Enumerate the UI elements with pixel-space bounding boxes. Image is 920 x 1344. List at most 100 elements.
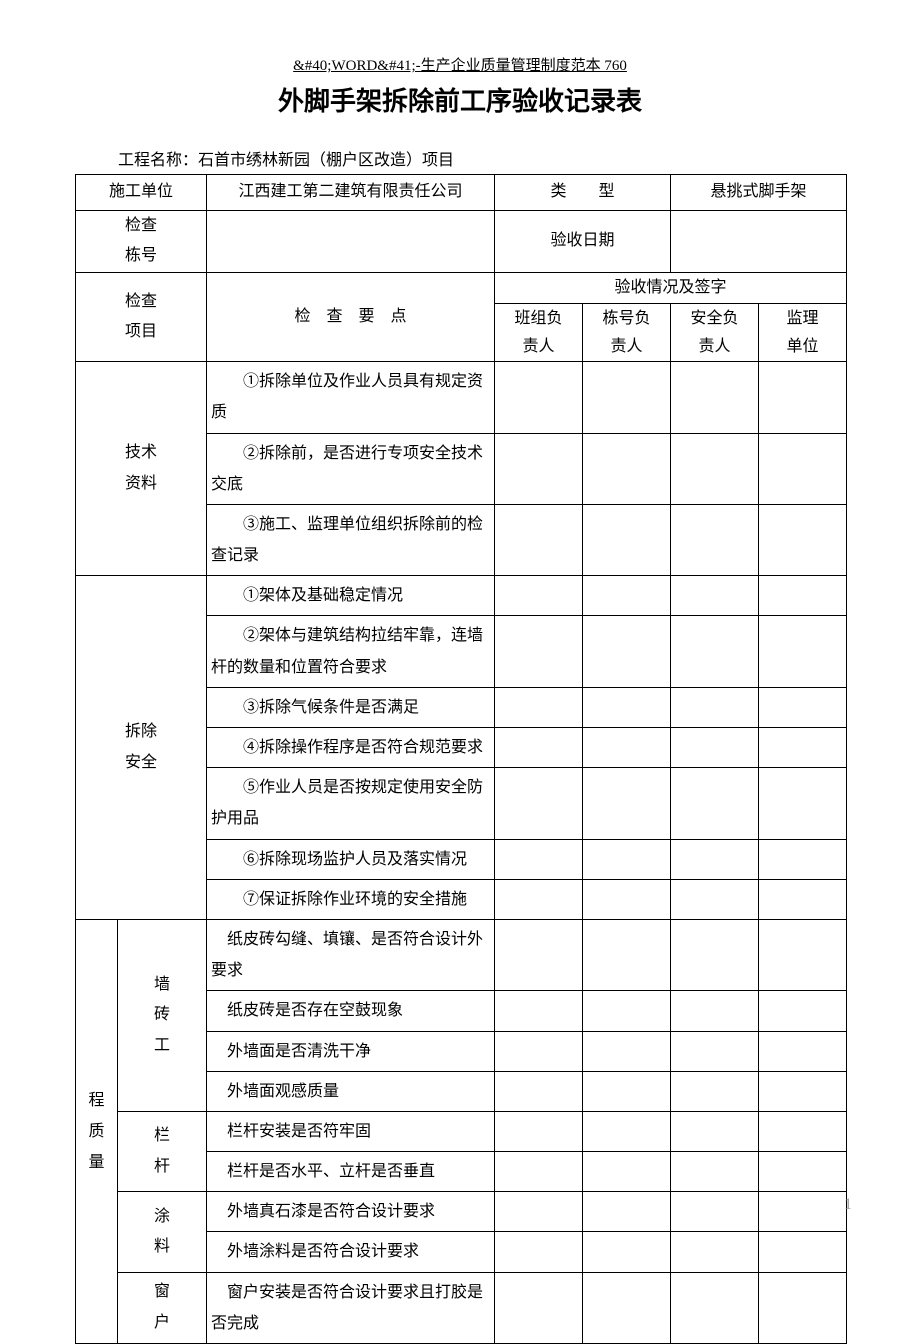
sig-cell bbox=[759, 728, 847, 768]
sig2-label: 栋号负 责人 bbox=[583, 304, 671, 362]
paint-label: 涂 料 bbox=[118, 1192, 207, 1272]
sig-cell bbox=[759, 687, 847, 727]
rail-label: 栏 杆 bbox=[118, 1111, 207, 1191]
sig-cell bbox=[671, 504, 759, 575]
check-item-label: 检查 项目 bbox=[76, 272, 207, 361]
removal-item-3: ③拆除气候条件是否满足 bbox=[207, 687, 495, 727]
removal-label: 拆除 安全 bbox=[76, 576, 207, 920]
sig-cell bbox=[759, 879, 847, 919]
sig-cell bbox=[583, 576, 671, 616]
removal-item-5: ⑤作业人员是否按规定使用安全防护用品 bbox=[207, 768, 495, 839]
sig-cell bbox=[583, 1031, 671, 1071]
removal-item-1: ①架体及基础稳定情况 bbox=[207, 576, 495, 616]
tech-item-2: ②拆除前，是否进行专项安全技术交底 bbox=[207, 433, 495, 504]
sig-cell bbox=[671, 728, 759, 768]
sig-cell bbox=[495, 1232, 583, 1272]
sig-cell bbox=[671, 1031, 759, 1071]
sig-cell bbox=[759, 433, 847, 504]
table-row: 检查 项目 检 查 要 点 验收情况及签字 bbox=[76, 272, 847, 303]
brick-item-1: 纸皮砖勾缝、填镶、是否符合设计外要求 bbox=[207, 919, 495, 990]
sig-cell bbox=[495, 1192, 583, 1232]
sig4-label: 监理 单位 bbox=[759, 304, 847, 362]
sig-cell bbox=[759, 1152, 847, 1192]
sig-cell bbox=[583, 362, 671, 433]
sig-cell bbox=[759, 576, 847, 616]
sig-header: 验收情况及签字 bbox=[495, 272, 847, 303]
project-label: 工程名称： bbox=[118, 152, 198, 169]
sig-cell bbox=[759, 839, 847, 879]
sig-cell bbox=[759, 1272, 847, 1343]
sig-cell bbox=[759, 768, 847, 839]
sig-cell bbox=[495, 687, 583, 727]
sig-cell bbox=[671, 1071, 759, 1111]
sig-cell bbox=[671, 433, 759, 504]
sig-cell bbox=[759, 1031, 847, 1071]
sig-cell bbox=[495, 1152, 583, 1192]
tech-label: 技术 资料 bbox=[76, 362, 207, 576]
sig-cell bbox=[671, 687, 759, 727]
sig-cell bbox=[495, 433, 583, 504]
brick-item-4: 外墙面观感质量 bbox=[207, 1071, 495, 1111]
sig-cell bbox=[495, 576, 583, 616]
sig-cell bbox=[583, 919, 671, 990]
sig-cell bbox=[583, 1232, 671, 1272]
sig-cell bbox=[671, 362, 759, 433]
sig3-label: 安全负 责人 bbox=[671, 304, 759, 362]
sig-cell bbox=[583, 433, 671, 504]
sig-cell bbox=[671, 879, 759, 919]
sig1-label: 班组负 责人 bbox=[495, 304, 583, 362]
sig-cell bbox=[583, 879, 671, 919]
tech-item-1: ①拆除单位及作业人员具有规定资质 bbox=[207, 362, 495, 433]
sig-cell bbox=[495, 839, 583, 879]
sig-cell bbox=[759, 1192, 847, 1232]
sig-cell bbox=[671, 576, 759, 616]
window-label: 窗 户 bbox=[118, 1272, 207, 1343]
sig-cell bbox=[583, 1152, 671, 1192]
sig-cell bbox=[583, 687, 671, 727]
construction-unit-value: 江西建工第二建筑有限责任公司 bbox=[207, 175, 495, 211]
sig-cell bbox=[759, 991, 847, 1031]
brick-item-3: 外墙面是否清洗干净 bbox=[207, 1031, 495, 1071]
sig-cell bbox=[583, 1071, 671, 1111]
sig-cell bbox=[495, 919, 583, 990]
sig-cell bbox=[671, 991, 759, 1031]
sig-cell bbox=[671, 919, 759, 990]
check-building-label: 检查 栋号 bbox=[76, 211, 207, 273]
removal-item-6: ⑥拆除现场监护人员及落实情况 bbox=[207, 839, 495, 879]
table-row: 拆除 安全 ①架体及基础稳定情况 bbox=[76, 576, 847, 616]
paint-item-2: 外墙涂料是否符合设计要求 bbox=[207, 1232, 495, 1272]
sig-cell bbox=[495, 768, 583, 839]
sig-cell bbox=[495, 1272, 583, 1343]
sig-cell bbox=[759, 919, 847, 990]
sig-cell bbox=[671, 839, 759, 879]
brick-label: 墙 砖 工 bbox=[118, 919, 207, 1111]
sig-cell bbox=[495, 1071, 583, 1111]
rail-item-1: 栏杆安装是否符牢固 bbox=[207, 1111, 495, 1151]
sig-cell bbox=[583, 1272, 671, 1343]
sig-cell bbox=[495, 504, 583, 575]
sig-cell bbox=[583, 616, 671, 687]
sig-cell bbox=[583, 504, 671, 575]
sig-cell bbox=[671, 1192, 759, 1232]
sig-cell bbox=[495, 728, 583, 768]
table-row: 窗 户 窗户安装是否符合设计要求且打胶是否完成 bbox=[76, 1272, 847, 1343]
page-number: 1 bbox=[844, 1196, 852, 1214]
sig-cell bbox=[583, 839, 671, 879]
header-small: &#40;WORD&#41;-生产企业质量管理制度范本 760 bbox=[0, 0, 920, 75]
sig-cell bbox=[583, 991, 671, 1031]
table-row: 涂 料 外墙真石漆是否符合设计要求 bbox=[76, 1192, 847, 1232]
sig-cell bbox=[671, 1152, 759, 1192]
sig-cell bbox=[671, 1111, 759, 1151]
sig-cell bbox=[495, 616, 583, 687]
sig-cell bbox=[583, 1111, 671, 1151]
sig-cell bbox=[671, 768, 759, 839]
type-label: 类 型 bbox=[495, 175, 671, 211]
brick-item-2: 纸皮砖是否存在空鼓现象 bbox=[207, 991, 495, 1031]
tech-item-3: ③施工、监理单位组织拆除前的检查记录 bbox=[207, 504, 495, 575]
sig-cell bbox=[759, 1232, 847, 1272]
project-line: 工程名称：石首市绣林新园（棚户区改造）项目 bbox=[118, 146, 920, 170]
sig-cell bbox=[671, 1232, 759, 1272]
window-item-1: 窗户安装是否符合设计要求且打胶是否完成 bbox=[207, 1272, 495, 1343]
sig-cell bbox=[759, 616, 847, 687]
table-row: 程 质 量 墙 砖 工 纸皮砖勾缝、填镶、是否符合设计外要求 bbox=[76, 919, 847, 990]
